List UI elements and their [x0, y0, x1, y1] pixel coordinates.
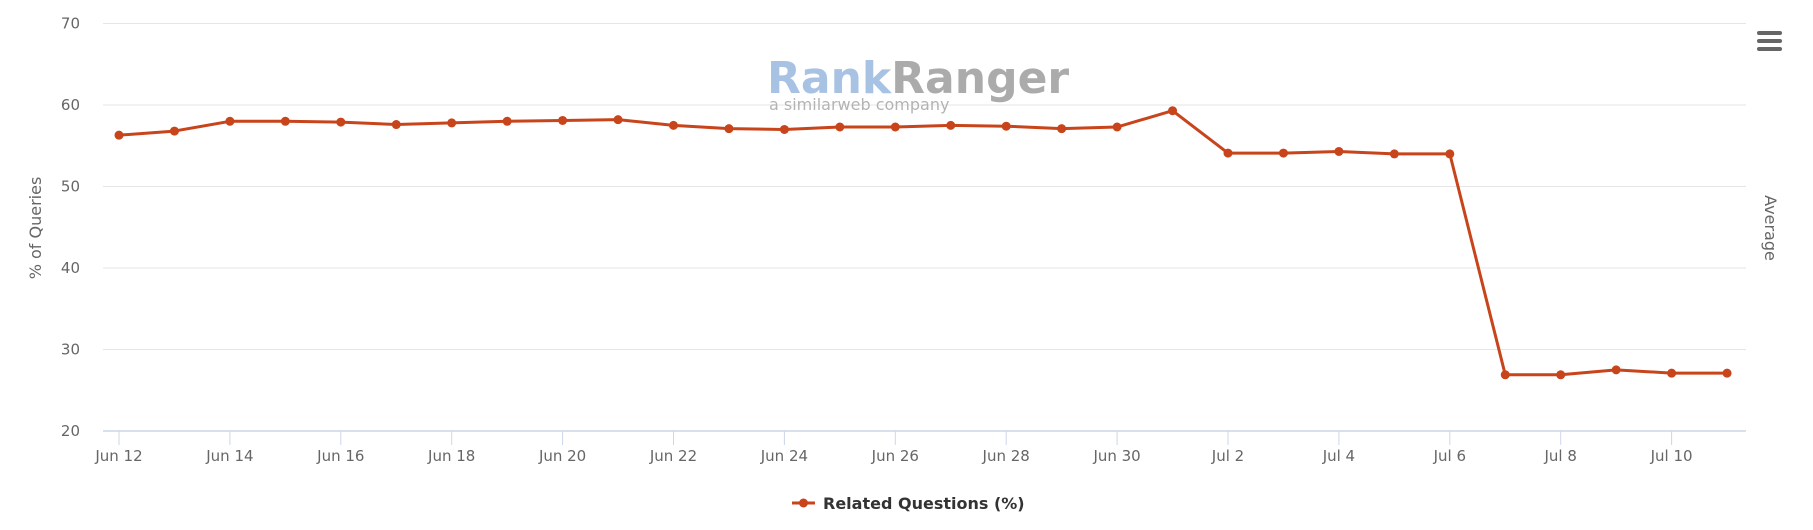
menu-bar [1757, 31, 1782, 35]
legend[interactable]: Related Questions (%) [792, 494, 1025, 513]
data-point[interactable] [1667, 368, 1677, 378]
data-point[interactable] [1001, 121, 1011, 131]
data-point[interactable] [1223, 148, 1233, 158]
grid-lines [103, 23, 1746, 350]
watermark-rank: Rank [767, 53, 893, 104]
x-axis: Jun 12 Jun 14 Jun 16 Jun 18 Jun 20 Jun 22 Jun … [94, 430, 1746, 465]
x-tick-label: Jun 30 [1092, 447, 1140, 465]
legend-marker-icon [799, 498, 808, 508]
y-tick-label: 40 [61, 259, 80, 277]
watermark-ranger: Ranger [891, 53, 1069, 104]
series-line [118, 109, 1728, 377]
x-tick-label: Jun 22 [649, 447, 697, 465]
data-point[interactable] [835, 122, 845, 132]
y-axis-title: % of Queries [26, 177, 45, 280]
data-point[interactable] [1334, 146, 1344, 156]
data-point[interactable] [779, 124, 789, 134]
y-tick-label: 60 [61, 96, 80, 114]
data-point[interactable] [280, 116, 290, 126]
x-tick-label: Jul 6 [1433, 447, 1466, 465]
y-axis: 20 30 40 50 60 70 [61, 15, 80, 441]
data-point[interactable] [1168, 106, 1178, 116]
data-point[interactable] [225, 116, 235, 126]
x-tick-label: Jun 18 [427, 447, 475, 465]
data-point[interactable] [502, 116, 512, 126]
x-tick-label: Jul 4 [1322, 447, 1355, 465]
data-point[interactable] [336, 117, 346, 127]
x-tick-label: Jul 8 [1543, 447, 1576, 465]
data-point[interactable] [724, 124, 734, 134]
svg-text:RankRanger: RankRanger [767, 53, 1069, 104]
x-tick-label: Jun 16 [316, 447, 364, 465]
x-tick-label: Jun 14 [205, 447, 253, 465]
data-point[interactable] [558, 115, 568, 125]
y-tick-label: 50 [61, 178, 80, 196]
data-point[interactable] [1278, 148, 1288, 158]
y-tick-label: 20 [61, 422, 80, 440]
y-axis-right-title: Average [1761, 195, 1780, 261]
data-point[interactable] [1445, 149, 1455, 159]
menu-bar [1757, 47, 1782, 51]
data-point[interactable] [1556, 370, 1566, 380]
x-tick-label: Jun 20 [538, 447, 586, 465]
data-point[interactable] [890, 122, 900, 132]
x-tick-label: Jun 12 [94, 447, 142, 465]
menu-bar [1757, 39, 1782, 43]
x-tick-label: Jun 28 [982, 447, 1030, 465]
data-point[interactable] [1500, 370, 1510, 380]
data-point[interactable] [946, 120, 956, 130]
data-point[interactable] [1057, 124, 1067, 134]
rankranger-watermark: RankRanger a similarweb company [767, 53, 1069, 114]
data-point[interactable] [613, 115, 623, 125]
watermark-tagline: a similarweb company [769, 95, 949, 114]
data-point[interactable] [169, 126, 179, 136]
series-related-questions[interactable] [114, 106, 1732, 380]
data-point[interactable] [447, 118, 457, 128]
hamburger-menu-icon[interactable] [1750, 26, 1790, 56]
y-tick-label: 30 [61, 341, 80, 359]
data-point[interactable] [114, 130, 124, 140]
data-point[interactable] [1389, 149, 1399, 159]
data-point[interactable] [1611, 365, 1621, 375]
legend-label[interactable]: Related Questions (%) [823, 494, 1025, 513]
y-tick-label: 70 [61, 15, 80, 33]
data-point[interactable] [1112, 122, 1122, 132]
x-tick-label: Jun 24 [760, 447, 808, 465]
data-point[interactable] [669, 120, 678, 130]
x-tick-label: Jul 10 [1650, 447, 1693, 465]
x-tick-label: Jun 26 [871, 447, 919, 465]
data-point[interactable] [391, 120, 401, 130]
x-tick-label: Jul 2 [1211, 447, 1244, 465]
data-point[interactable] [1722, 368, 1732, 378]
